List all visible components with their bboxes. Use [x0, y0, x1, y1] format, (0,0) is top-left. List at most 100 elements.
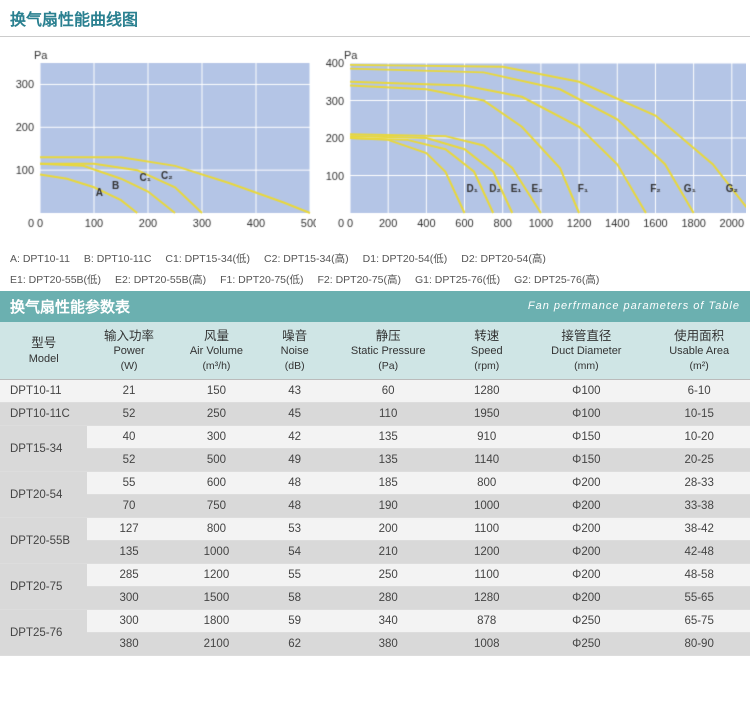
cell: Φ200: [524, 541, 648, 564]
cell: 65-75: [648, 610, 750, 633]
cell: 43: [262, 380, 327, 403]
cell: 750: [171, 495, 262, 518]
table-row: 70750481901000Φ20033-38: [0, 495, 750, 518]
legend-item: A: DPT10-11: [10, 251, 70, 268]
cell: 250: [327, 564, 449, 587]
cell: Φ200: [524, 472, 648, 495]
cell: 55: [262, 564, 327, 587]
cell: 250: [171, 403, 262, 426]
cell: 127: [87, 518, 170, 541]
page-title: 换气扇性能曲线图: [0, 0, 750, 37]
legend-area: A: DPT10-11 B: DPT10-11C C1: DPT15-34(低) C2…: [0, 249, 750, 291]
column-header: 接管直径Duct Diameter(mm): [524, 322, 648, 380]
cell: 48: [262, 472, 327, 495]
charts-container: [0, 37, 750, 249]
cell: 1100: [449, 564, 524, 587]
legend-item: B: DPT10-11C: [84, 251, 152, 268]
cell: 285: [87, 564, 170, 587]
cell: 60: [327, 380, 449, 403]
cell: 80-90: [648, 633, 750, 656]
cell: 1280: [449, 587, 524, 610]
cell: 135: [87, 541, 170, 564]
legend-item: E2: DPT20-55B(高): [115, 272, 206, 289]
cell: 2100: [171, 633, 262, 656]
table-row: DPT25-76300180059340878Φ25065-75: [0, 610, 750, 633]
legend-item: G2: DPT25-76(高): [514, 272, 599, 289]
table-row: 1351000542101200Φ20042-48: [0, 541, 750, 564]
cell: 33-38: [648, 495, 750, 518]
legend-item: D2: DPT20-54(高): [461, 251, 546, 268]
cell: 52: [87, 449, 170, 472]
cell: 59: [262, 610, 327, 633]
cell: Φ150: [524, 449, 648, 472]
legend-item: G1: DPT25-76(低): [415, 272, 500, 289]
legend-item: E1: DPT20-55B(低): [10, 272, 101, 289]
cell: 280: [327, 587, 449, 610]
cell: 135: [327, 449, 449, 472]
cell-model: DPT25-76: [0, 610, 87, 656]
cell: 910: [449, 426, 524, 449]
cell: 1100: [449, 518, 524, 541]
cell: 200: [327, 518, 449, 541]
cell: 48-58: [648, 564, 750, 587]
legend-item: C2: DPT15-34(高): [264, 251, 349, 268]
cell: 340: [327, 610, 449, 633]
table-title-zh: 换气扇性能参数表: [10, 296, 130, 317]
legend-row: A: DPT10-11 B: DPT10-11C C1: DPT15-34(低) C2…: [0, 249, 750, 270]
legend-item: F1: DPT20-75(低): [220, 272, 303, 289]
cell: 62: [262, 633, 327, 656]
table-title-en: Fan perfrmance parameters of Table: [528, 300, 740, 312]
cell: 54: [262, 541, 327, 564]
cell: 1000: [449, 495, 524, 518]
cell-model: DPT20-54: [0, 472, 87, 518]
cell: Φ200: [524, 518, 648, 541]
cell: 10-20: [648, 426, 750, 449]
cell: 70: [87, 495, 170, 518]
cell: 48: [262, 495, 327, 518]
cell: 600: [171, 472, 262, 495]
cell: 53: [262, 518, 327, 541]
cell: 300: [171, 426, 262, 449]
cell: 380: [327, 633, 449, 656]
cell: 878: [449, 610, 524, 633]
table-row: DPT20-545560048185800Φ20028-33: [0, 472, 750, 495]
cell: 800: [449, 472, 524, 495]
cell: 1200: [171, 564, 262, 587]
column-header: 输入功率Power(W): [87, 322, 170, 380]
table-row: 3802100623801008Φ25080-90: [0, 633, 750, 656]
cell: 1140: [449, 449, 524, 472]
chart-right: [316, 45, 746, 245]
legend-item: C1: DPT15-34(低): [165, 251, 250, 268]
cell: 300: [87, 587, 170, 610]
column-header: 噪音Noise(dB): [262, 322, 327, 380]
chart-left: [6, 45, 316, 245]
cell: 55: [87, 472, 170, 495]
table-row: 3001500582801280Φ20055-65: [0, 587, 750, 610]
cell: Φ250: [524, 633, 648, 656]
column-header: 转速Speed(rpm): [449, 322, 524, 380]
table-row: DPT15-344030042135910Φ15010-20: [0, 426, 750, 449]
cell: 20-25: [648, 449, 750, 472]
cell: 210: [327, 541, 449, 564]
table-title-bar: 换气扇性能参数表 Fan perfrmance parameters of Ta…: [0, 291, 750, 322]
cell: Φ150: [524, 426, 648, 449]
cell-model: DPT10-11: [0, 380, 87, 403]
cell: Φ100: [524, 380, 648, 403]
cell: 49: [262, 449, 327, 472]
spec-table: 型号Model输入功率Power(W)风量Air Volume(m³/h)噪音N…: [0, 322, 750, 657]
table-row: DPT10-112115043601280Φ1006-10: [0, 380, 750, 403]
cell: Φ200: [524, 495, 648, 518]
cell: 1000: [171, 541, 262, 564]
cell: 1950: [449, 403, 524, 426]
cell: 300: [87, 610, 170, 633]
cell: 800: [171, 518, 262, 541]
cell: 1800: [171, 610, 262, 633]
cell-model: DPT15-34: [0, 426, 87, 472]
cell: 1500: [171, 587, 262, 610]
legend-item: D1: DPT20-54(低): [363, 251, 448, 268]
cell: 38-42: [648, 518, 750, 541]
cell: 28-33: [648, 472, 750, 495]
cell-model: DPT20-55B: [0, 518, 87, 564]
column-header: 静压Static Pressure(Pa): [327, 322, 449, 380]
cell: 40: [87, 426, 170, 449]
